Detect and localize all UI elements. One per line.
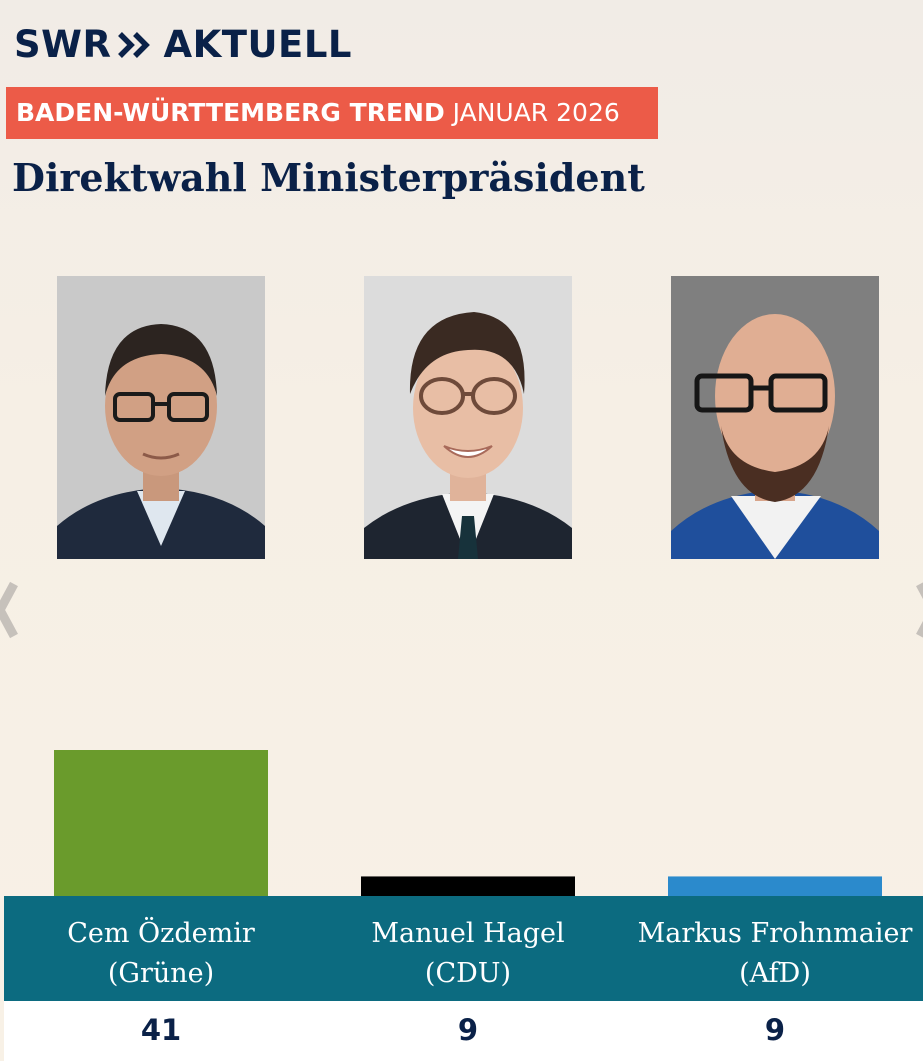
- candidate-label: Manuel Hagel (CDU): [313, 914, 623, 994]
- logo-text-aktuell: AKTUELL: [163, 23, 352, 66]
- candidate-label-band: [4, 896, 923, 1001]
- portrait-icon: [57, 276, 265, 559]
- trend-banner-date: JANUAR 2026: [452, 98, 620, 127]
- logo-text-swr: SWR: [14, 23, 112, 66]
- candidate-photo-frohnmaier: [671, 276, 879, 559]
- candidate-photo-hagel: [364, 276, 572, 559]
- candidate-party: (CDU): [424, 958, 512, 989]
- swr-aktuell-logo: SWR AKTUELL: [14, 22, 352, 68]
- bar-chart: [54, 750, 882, 912]
- candidate-label: Markus Frohnmaier (AfD): [620, 914, 923, 994]
- portrait-icon: [671, 276, 879, 559]
- candidate-name: Cem Özdemir: [67, 918, 255, 949]
- candidate-photo-oezdemir: [57, 276, 265, 559]
- trend-banner: BADEN-WÜRTTEMBERG TREND JANUAR 2026: [6, 87, 658, 139]
- bar-1: [54, 750, 268, 912]
- previous-arrow-icon[interactable]: [0, 578, 18, 642]
- candidate-name: Markus Frohnmaier: [637, 918, 913, 949]
- candidate-label: Cem Özdemir (Grüne): [6, 914, 316, 994]
- next-arrow-icon[interactable]: [916, 578, 923, 642]
- data-label: 9: [764, 1013, 786, 1047]
- data-label: 9: [457, 1013, 479, 1047]
- candidate-party: (AfD): [739, 958, 811, 989]
- data-label: 41: [140, 1013, 182, 1047]
- candidate-party: (Grüne): [107, 958, 215, 989]
- values-row: [4, 1001, 923, 1061]
- trend-banner-bold: BADEN-WÜRTTEMBERG TREND: [16, 98, 445, 127]
- portrait-icon: [364, 276, 572, 559]
- candidate-name: Manuel Hagel: [371, 918, 565, 949]
- page-title: Direktwahl Ministerpräsident: [12, 155, 645, 200]
- double-chevron-icon: [118, 32, 151, 58]
